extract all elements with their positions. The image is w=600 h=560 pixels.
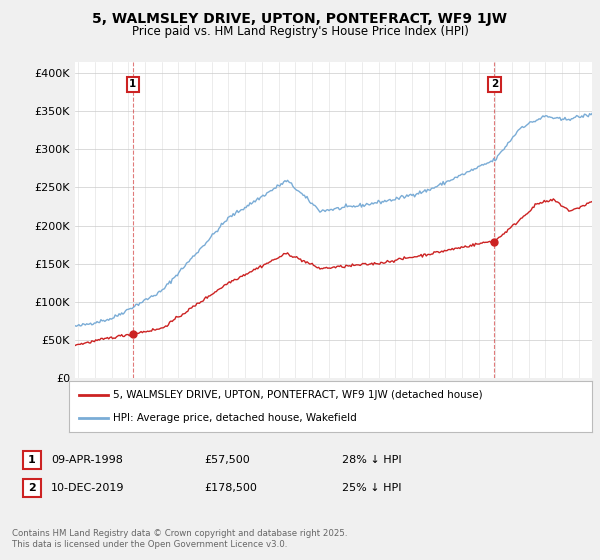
Text: 25% ↓ HPI: 25% ↓ HPI	[342, 483, 401, 493]
Text: 1: 1	[28, 455, 35, 465]
Text: £57,500: £57,500	[204, 455, 250, 465]
Text: 5, WALMSLEY DRIVE, UPTON, PONTEFRACT, WF9 1JW: 5, WALMSLEY DRIVE, UPTON, PONTEFRACT, WF…	[92, 12, 508, 26]
Text: 1: 1	[129, 80, 137, 90]
Text: Contains HM Land Registry data © Crown copyright and database right 2025.
This d: Contains HM Land Registry data © Crown c…	[12, 529, 347, 549]
Text: HPI: Average price, detached house, Wakefield: HPI: Average price, detached house, Wake…	[113, 413, 357, 423]
Text: 2: 2	[491, 80, 498, 90]
Text: 10-DEC-2019: 10-DEC-2019	[51, 483, 125, 493]
Text: £178,500: £178,500	[204, 483, 257, 493]
Text: 28% ↓ HPI: 28% ↓ HPI	[342, 455, 401, 465]
Text: 5, WALMSLEY DRIVE, UPTON, PONTEFRACT, WF9 1JW (detached house): 5, WALMSLEY DRIVE, UPTON, PONTEFRACT, WF…	[113, 390, 483, 400]
Text: 2: 2	[28, 483, 35, 493]
Text: 09-APR-1998: 09-APR-1998	[51, 455, 123, 465]
Text: Price paid vs. HM Land Registry's House Price Index (HPI): Price paid vs. HM Land Registry's House …	[131, 25, 469, 38]
